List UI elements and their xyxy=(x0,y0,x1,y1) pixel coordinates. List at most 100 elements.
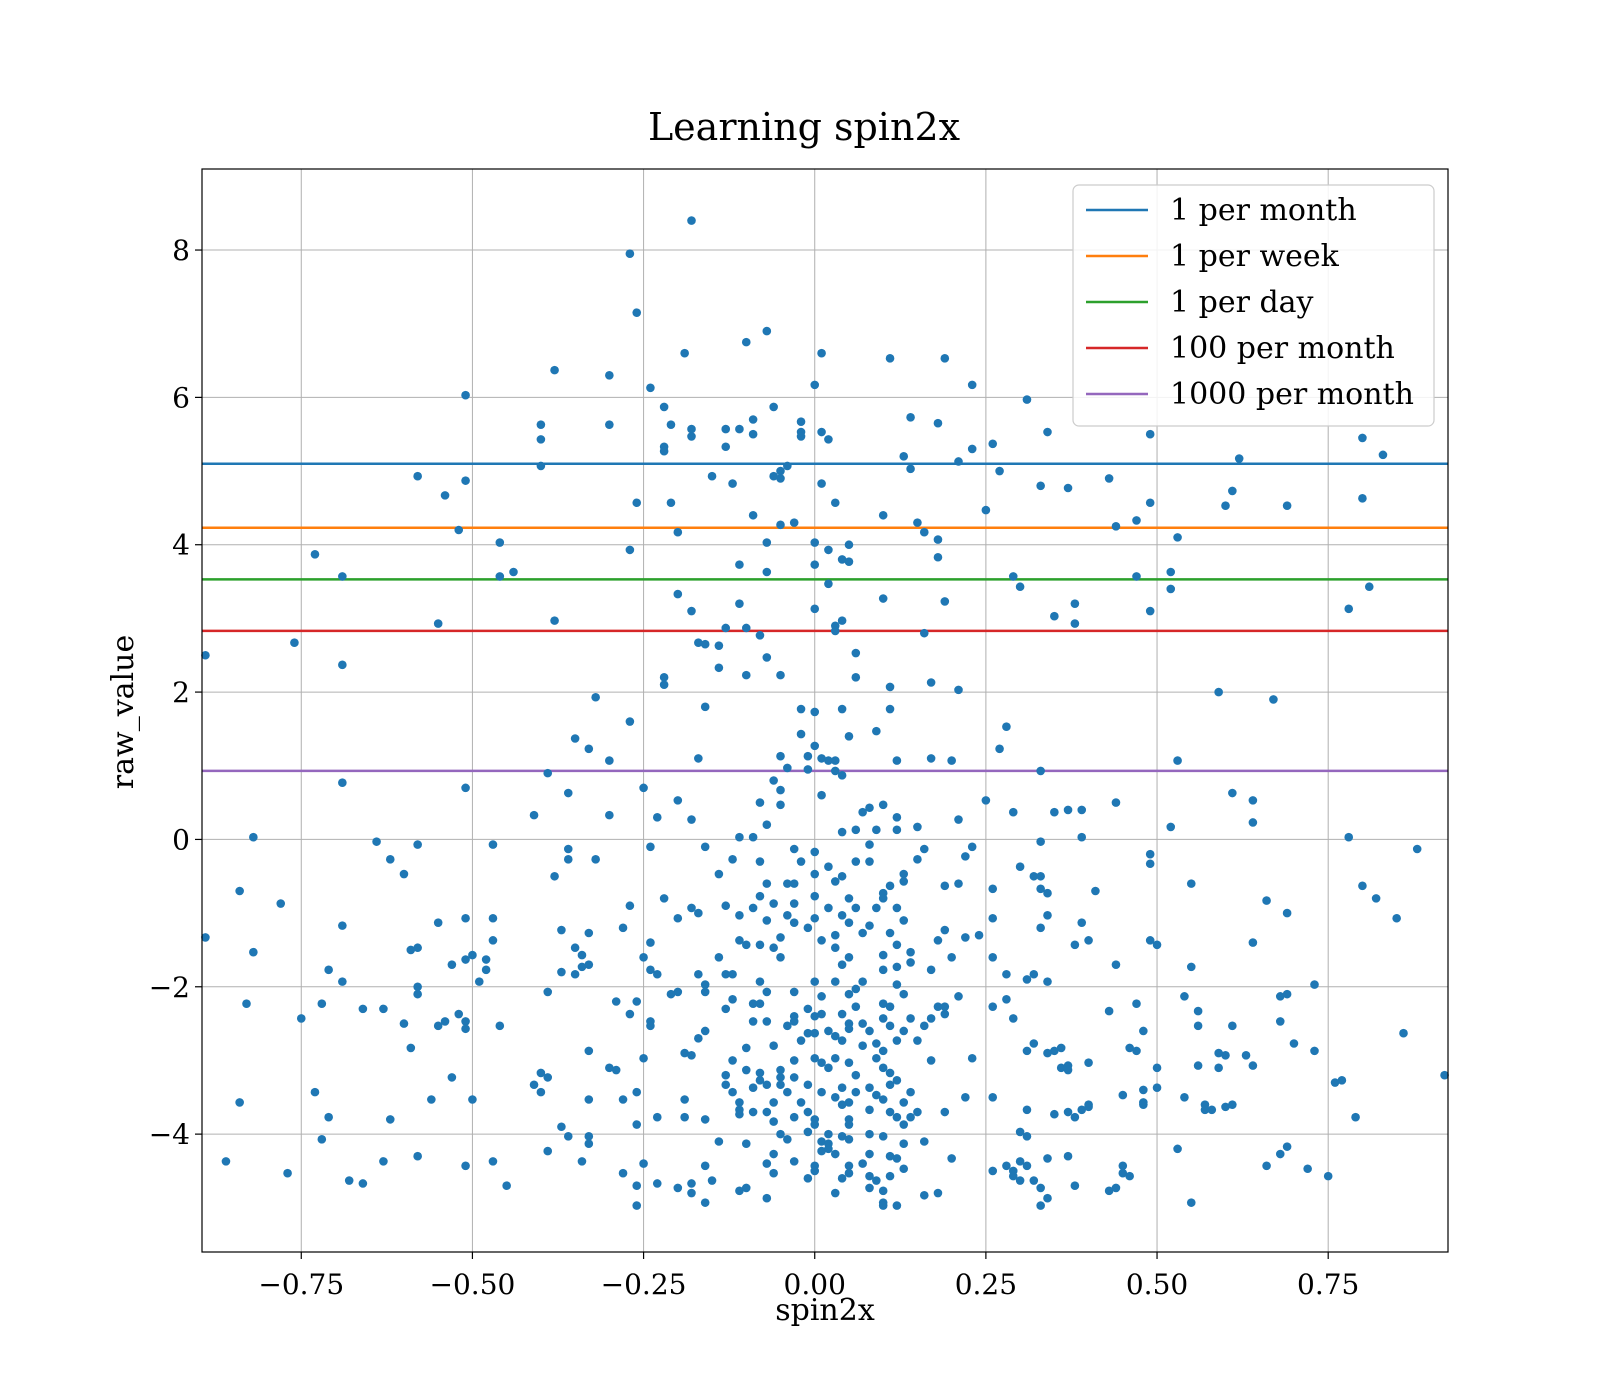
data-point xyxy=(324,965,333,975)
data-point xyxy=(1050,1046,1059,1056)
data-point xyxy=(1077,1105,1087,1115)
data-point xyxy=(584,1139,594,1148)
data-point xyxy=(837,1036,847,1045)
data-point xyxy=(844,989,854,999)
data-point xyxy=(221,1157,231,1166)
data-point xyxy=(762,653,772,662)
x-axis-ticks: −0.75 −0.50 −0.25 0.00 0.25 0.50 0.75 xyxy=(258,1252,1359,1301)
data-point xyxy=(755,891,765,901)
data-point xyxy=(461,1017,470,1026)
data-point xyxy=(714,641,724,650)
data-point xyxy=(906,1112,915,1122)
data-point xyxy=(1310,980,1319,989)
data-point xyxy=(844,731,854,741)
data-point xyxy=(721,424,731,434)
data-point xyxy=(570,734,580,743)
data-point xyxy=(803,751,813,761)
data-point xyxy=(878,510,888,520)
data-point xyxy=(741,1065,751,1075)
data-point xyxy=(461,1161,470,1171)
data-point xyxy=(892,1201,902,1210)
data-point xyxy=(769,776,778,785)
data-point xyxy=(892,903,902,913)
data-point xyxy=(783,911,792,920)
data-point xyxy=(913,1107,922,1117)
data-point xyxy=(783,763,792,773)
data-point xyxy=(892,1112,902,1122)
data-point xyxy=(885,704,895,714)
data-point xyxy=(1008,807,1018,817)
legend: 1 per month 1 per week 1 per day 100 per mo… xyxy=(1072,184,1435,427)
data-point xyxy=(837,827,847,837)
data-point xyxy=(830,498,840,508)
data-point xyxy=(1344,604,1354,614)
data-point xyxy=(543,768,553,778)
data-point xyxy=(892,825,902,835)
data-point xyxy=(652,1179,662,1188)
data-point xyxy=(1036,1183,1045,1193)
data-point xyxy=(865,1183,874,1193)
data-point xyxy=(878,1186,888,1196)
data-point xyxy=(454,525,464,535)
data-point xyxy=(1351,1112,1360,1122)
data-point xyxy=(837,1132,847,1141)
x-tick-label: 0.50 xyxy=(1126,1268,1188,1301)
data-point xyxy=(803,765,813,774)
data-point xyxy=(899,1139,909,1148)
data-point xyxy=(659,894,669,903)
data-point xyxy=(885,1171,895,1181)
data-point xyxy=(755,977,765,986)
data-point xyxy=(584,928,594,938)
data-point xyxy=(714,663,724,673)
data-point xyxy=(735,911,744,920)
data-point xyxy=(1056,1043,1066,1053)
data-point xyxy=(680,1095,689,1104)
data-point xyxy=(899,869,909,879)
data-point xyxy=(748,415,758,424)
data-point xyxy=(906,1087,915,1097)
data-point xyxy=(680,1048,689,1058)
data-point xyxy=(776,520,785,530)
data-point xyxy=(618,1095,628,1104)
data-point xyxy=(803,1127,813,1137)
data-point xyxy=(317,1134,327,1144)
data-point xyxy=(694,1034,703,1043)
data-point xyxy=(735,936,744,945)
data-point xyxy=(926,1014,936,1023)
data-point xyxy=(892,962,902,972)
data-point xyxy=(865,1129,874,1139)
data-point xyxy=(817,1137,826,1146)
data-point xyxy=(721,1070,731,1080)
data-point xyxy=(899,877,909,886)
data-point xyxy=(625,1009,635,1019)
data-point xyxy=(967,380,977,390)
data-point xyxy=(940,597,950,606)
legend-label: 100 per month xyxy=(1170,331,1395,366)
data-point xyxy=(687,216,696,225)
data-point xyxy=(885,1151,895,1161)
data-point xyxy=(605,1063,614,1073)
data-point xyxy=(700,1198,710,1207)
data-point xyxy=(646,1021,655,1031)
data-point xyxy=(632,308,642,317)
data-point xyxy=(694,969,703,979)
data-point xyxy=(741,1043,751,1053)
data-point xyxy=(1200,1105,1210,1115)
data-point xyxy=(1029,871,1039,881)
data-point xyxy=(639,783,648,793)
data-point xyxy=(290,638,299,648)
data-point xyxy=(447,960,457,969)
data-point xyxy=(1282,908,1292,918)
data-point xyxy=(844,1098,854,1107)
x-axis-label: spin2x xyxy=(775,1293,875,1328)
data-point xyxy=(385,1115,395,1124)
data-point xyxy=(536,1087,546,1097)
data-point xyxy=(885,1068,895,1078)
data-point xyxy=(249,832,258,842)
data-point xyxy=(817,992,826,1001)
data-point xyxy=(666,420,676,429)
data-point xyxy=(735,1186,744,1196)
data-point xyxy=(358,1179,368,1188)
data-point xyxy=(769,1098,778,1107)
y-tick-label: 6 xyxy=(172,381,190,414)
